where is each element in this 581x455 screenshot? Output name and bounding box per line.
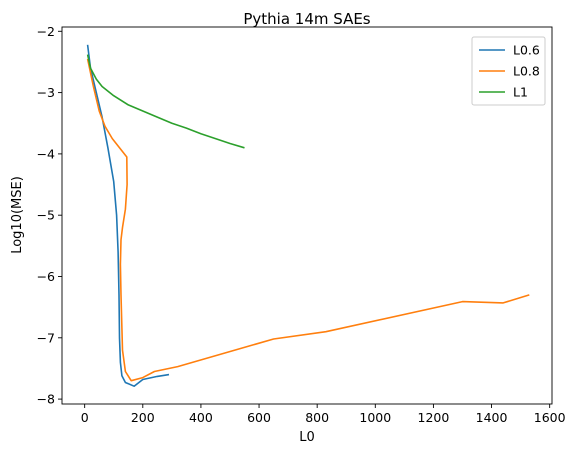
x-axis-label: L0 [299, 430, 315, 445]
legend-label: L1 [513, 85, 528, 100]
legend-box [471, 36, 546, 106]
y-tick-label: −3 [37, 85, 55, 100]
x-tick-label: 800 [305, 410, 329, 425]
series-line-L0.8 [86, 58, 530, 382]
series-line-L0.6 [86, 44, 170, 387]
chart-title: Pythia 14m SAEs [243, 10, 370, 28]
x-tick-label: 1000 [359, 410, 391, 425]
x-tick-label: 400 [189, 410, 213, 425]
x-axis: 0 200 400 600 800 1000 1200 1400 1600 [81, 404, 566, 425]
y-axis-label: Log10(MSE) [10, 176, 25, 254]
y-tick-label: −8 [37, 392, 55, 407]
y-tick-label: −4 [37, 146, 55, 161]
y-tick-label: −6 [37, 269, 55, 284]
x-tick-label: 1400 [476, 410, 508, 425]
x-tick-label: 600 [247, 410, 271, 425]
x-tick-label: 1600 [534, 410, 566, 425]
y-axis: −8 −7 −6 −5 −4 −3 −2 [37, 24, 62, 407]
y-tick-label: −5 [37, 208, 55, 223]
y-tick-label: −2 [37, 24, 55, 39]
series-line-L1 [86, 54, 245, 149]
x-tick-label: 0 [81, 410, 89, 425]
x-tick-label: 200 [131, 410, 155, 425]
series-lines [86, 44, 530, 387]
legend: L0.6 L0.8 L1 [471, 36, 546, 106]
y-tick-label: −7 [37, 330, 55, 345]
legend-label: L0.8 [513, 64, 540, 79]
legend-label: L0.6 [513, 43, 540, 58]
x-tick-label: 1200 [418, 410, 450, 425]
plot-area: 0 200 400 600 800 1000 1200 1400 1600 −8 −7 −6 −5 −4… [37, 24, 566, 425]
plot-frame [61, 26, 553, 405]
